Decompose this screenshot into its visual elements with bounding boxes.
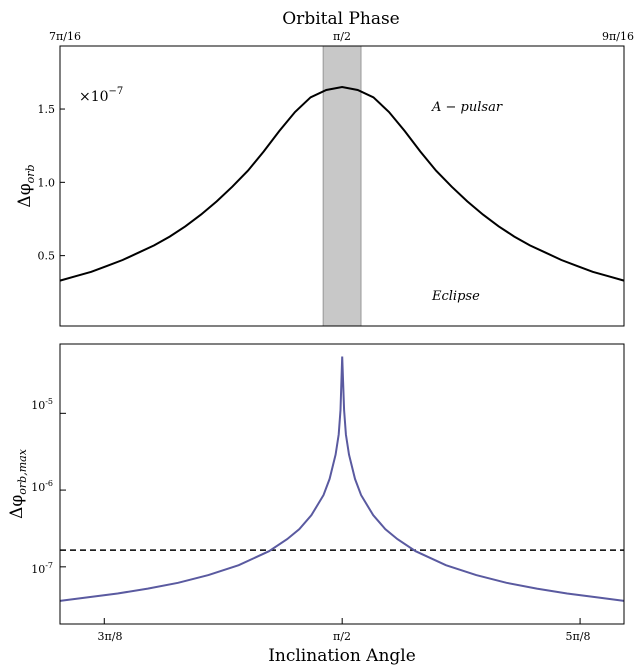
bottom-x-label: Inclination Angle bbox=[268, 646, 416, 665]
bottom-y-label: Δφorb,max bbox=[7, 448, 29, 519]
bottom-tick-5pi8: 5π/8 bbox=[566, 630, 591, 643]
annotation-a-pulsar: A − pulsar bbox=[431, 100, 503, 115]
annotation-eclipse: Eclipse bbox=[431, 289, 480, 304]
bottom-tick-1e-5: 10-5 bbox=[31, 397, 53, 412]
top-y-tick-label: 0.5 bbox=[38, 250, 56, 263]
top-tick-9pi16: 9π/16 bbox=[602, 30, 634, 43]
top-y-tick-label: 1.0 bbox=[38, 176, 56, 189]
top-y-ticks: 0.5 1.0 1.5 bbox=[38, 103, 65, 263]
eclipse-band bbox=[322, 45, 362, 327]
top-tick-pi2: π/2 bbox=[333, 30, 351, 43]
bottom-tick-pi2: π/2 bbox=[333, 630, 351, 643]
bottom-tick-3pi8: 3π/8 bbox=[98, 630, 123, 643]
top-offset-label: ×10−7 bbox=[79, 86, 123, 105]
top-y-tick-label: 1.5 bbox=[38, 103, 56, 116]
bottom-tick-1e-6: 10-6 bbox=[31, 479, 53, 494]
bottom-x-ticks: 3π/8 π/2 5π/8 bbox=[98, 630, 591, 643]
top-panel: Orbital Phase 7π/16 π/2 9π/16 0.51.01.5 … bbox=[15, 9, 634, 327]
bottom-y-tick-marks bbox=[60, 412, 66, 568]
top-title: Orbital Phase bbox=[282, 9, 400, 29]
bottom-tick-1e-7: 10-7 bbox=[31, 561, 53, 576]
top-tick-7pi16: 7π/16 bbox=[49, 30, 81, 43]
bottom-y-ticks: 10-5 10-6 10-7 bbox=[31, 397, 53, 576]
top-plot-frame bbox=[59, 45, 625, 327]
top-y-label: Δφorb bbox=[15, 164, 37, 207]
bottom-series-line bbox=[59, 356, 625, 602]
top-series-line bbox=[59, 85, 625, 282]
bottom-x-tick-marks bbox=[103, 618, 581, 624]
bottom-panel: 10-5 10-6 10-7 3π/8 π/2 5π/8 Inclination… bbox=[7, 343, 625, 665]
